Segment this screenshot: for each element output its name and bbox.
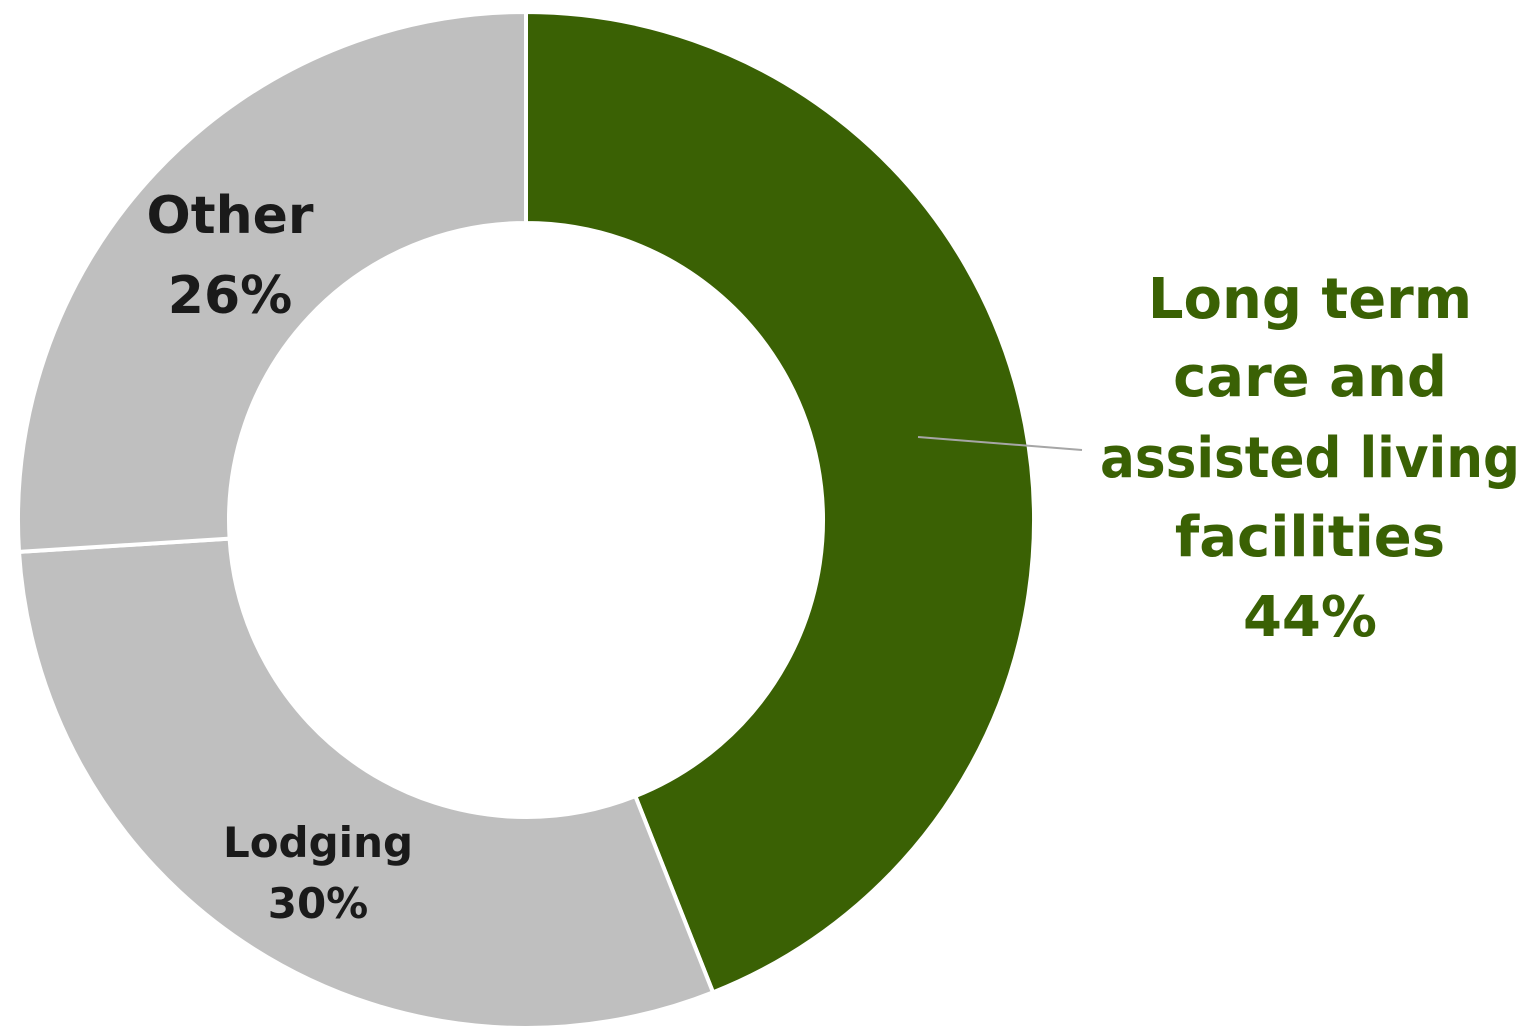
label-ltc-line-4: facilities [1175, 505, 1445, 570]
label-ltc-line-3: assisted living [1100, 426, 1520, 491]
slice-lodging [16, 536, 716, 1030]
label-ltc-line-1: Long term [1148, 267, 1472, 332]
slice-ltc [524, 9, 1036, 995]
label-ltc: Long term care and assisted living facil… [1100, 267, 1520, 650]
ltc-leader-line [917, 436, 1083, 451]
label-ltc-value: 44% [1243, 585, 1377, 650]
label-other: Other 26% [147, 186, 314, 326]
label-other-value: 26% [168, 266, 292, 326]
donut-slices [16, 9, 1036, 1030]
label-lodging-name: Lodging [223, 818, 413, 867]
slice-other [16, 9, 528, 555]
label-ltc-line-2: care and [1173, 345, 1447, 410]
label-other-name: Other [147, 186, 314, 246]
label-lodging-value: 30% [268, 879, 369, 928]
label-lodging: Lodging 30% [223, 818, 413, 928]
